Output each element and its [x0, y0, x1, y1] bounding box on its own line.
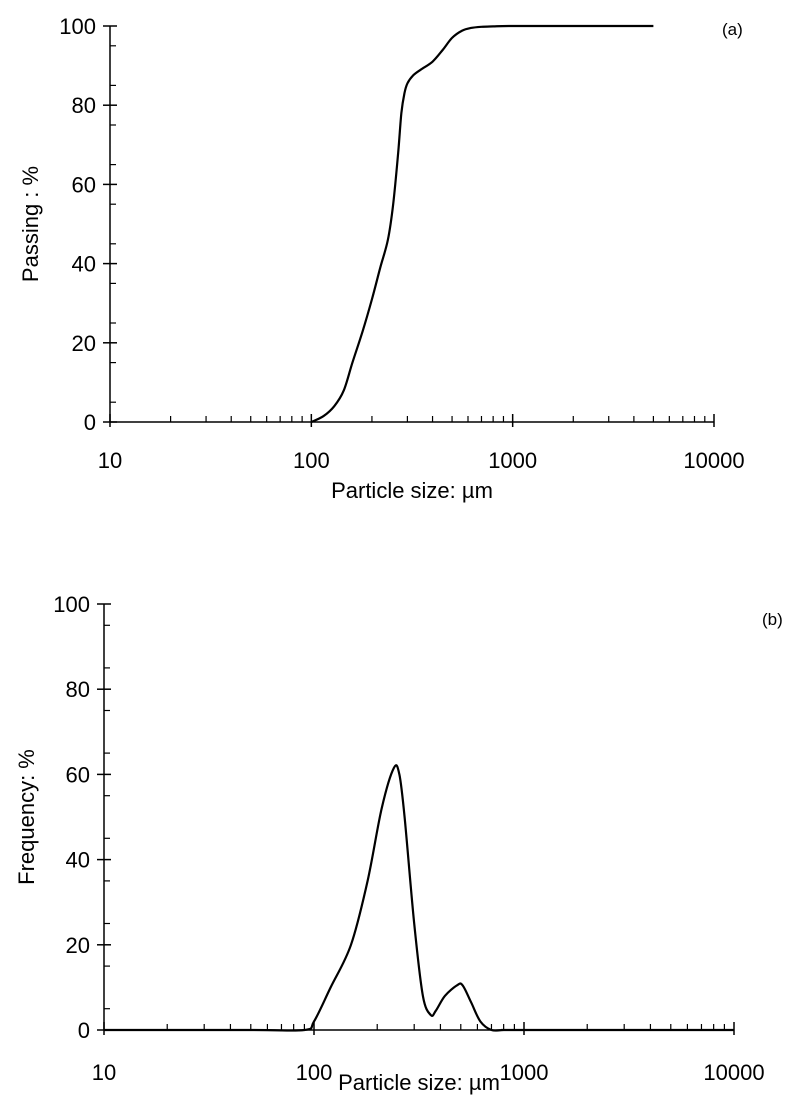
y-tick-label: 20	[66, 933, 90, 958]
y-tick-label: 80	[72, 93, 96, 118]
series-line-0	[310, 24, 654, 423]
y-tick-label: 20	[72, 331, 96, 356]
y-tick-label: 0	[84, 410, 96, 435]
y-tick-label: 60	[72, 172, 96, 197]
x-tick-label: 1000	[500, 1060, 549, 1085]
y-axis-title: Passing : %	[18, 166, 43, 282]
x-axis-title: Particle size: µm	[338, 1070, 500, 1095]
x-axis-title: Particle size: µm	[331, 478, 493, 503]
y-tick-label: 40	[72, 252, 96, 277]
y-tick-label: 80	[66, 677, 90, 702]
x-tick-label: 10000	[683, 448, 744, 473]
series-line-0	[104, 764, 734, 1032]
x-tick-label: 100	[293, 448, 330, 473]
chart-panel-b: 0 20 40 60 80 100 10 100 1000 10000 Particle size:…	[14, 592, 783, 1095]
x-tick-label: 10000	[703, 1060, 764, 1085]
y-axis-title: Frequency: %	[14, 749, 39, 885]
y-tick-label: 0	[78, 1018, 90, 1043]
x-tick-label: 10	[92, 1060, 116, 1085]
y-tick-label: 100	[53, 592, 90, 617]
chart-panel-a: 0 20 40 60 80 100 10 100 1000 10000 Particle size:…	[18, 14, 745, 503]
panel-label: (b)	[762, 610, 783, 629]
y-tick-label: 60	[66, 762, 90, 787]
y-tick-label: 40	[66, 848, 90, 873]
y-tick-label: 100	[59, 14, 96, 39]
x-tick-label: 1000	[488, 448, 537, 473]
x-tick-label: 100	[296, 1060, 333, 1085]
panel-label: (a)	[722, 20, 743, 39]
x-tick-label: 10	[98, 448, 122, 473]
